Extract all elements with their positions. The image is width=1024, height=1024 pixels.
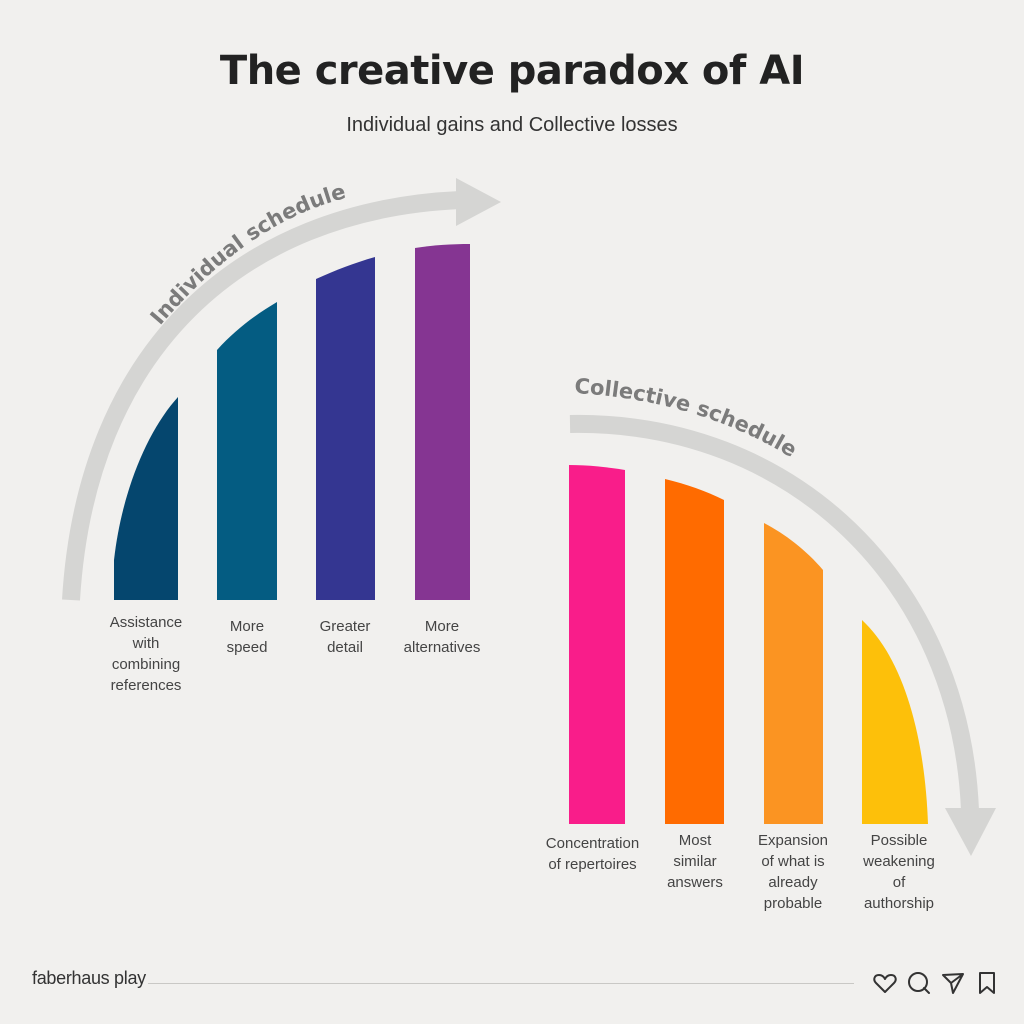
social-actions bbox=[872, 970, 1000, 996]
individual-arrow bbox=[62, 178, 501, 601]
send-icon[interactable] bbox=[940, 970, 966, 996]
heart-icon[interactable] bbox=[872, 970, 898, 996]
footer-divider bbox=[148, 983, 854, 984]
brand-logo: faberhaus play bbox=[32, 968, 146, 988]
individual-bar-label-3: Greater detail bbox=[319, 618, 371, 656]
individual-bar-label-2: More speed bbox=[226, 618, 268, 656]
individual-bar-2 bbox=[217, 302, 277, 600]
collective-bar-2 bbox=[665, 479, 724, 824]
collective-bar-4 bbox=[862, 620, 928, 824]
collective-bar-label-1: Concentration of repertoires bbox=[545, 835, 640, 873]
comment-icon[interactable] bbox=[906, 970, 932, 996]
collective-bar-3 bbox=[764, 523, 823, 824]
collective-bar-label-2: Most similar answers bbox=[667, 832, 723, 891]
individual-bar-label-4: More alternatives bbox=[403, 618, 481, 656]
individual-bar-1 bbox=[114, 397, 178, 600]
bookmark-icon[interactable] bbox=[974, 970, 1000, 996]
individual-bar-label-1: Assistance with combining references bbox=[109, 614, 183, 694]
collective-bar-label-3: Expansion of what is already probable bbox=[757, 832, 829, 912]
collective-bar-1 bbox=[569, 465, 625, 824]
individual-bar-4 bbox=[415, 244, 470, 600]
page-subtitle: Individual gains and Collective losses bbox=[346, 114, 678, 136]
collective-bar-label-4: Possible weakening of authorship bbox=[863, 832, 935, 912]
collective-arrow bbox=[569, 414, 996, 856]
individual-bar-3 bbox=[316, 257, 375, 600]
page-title: The creative paradox of AI bbox=[219, 48, 805, 94]
